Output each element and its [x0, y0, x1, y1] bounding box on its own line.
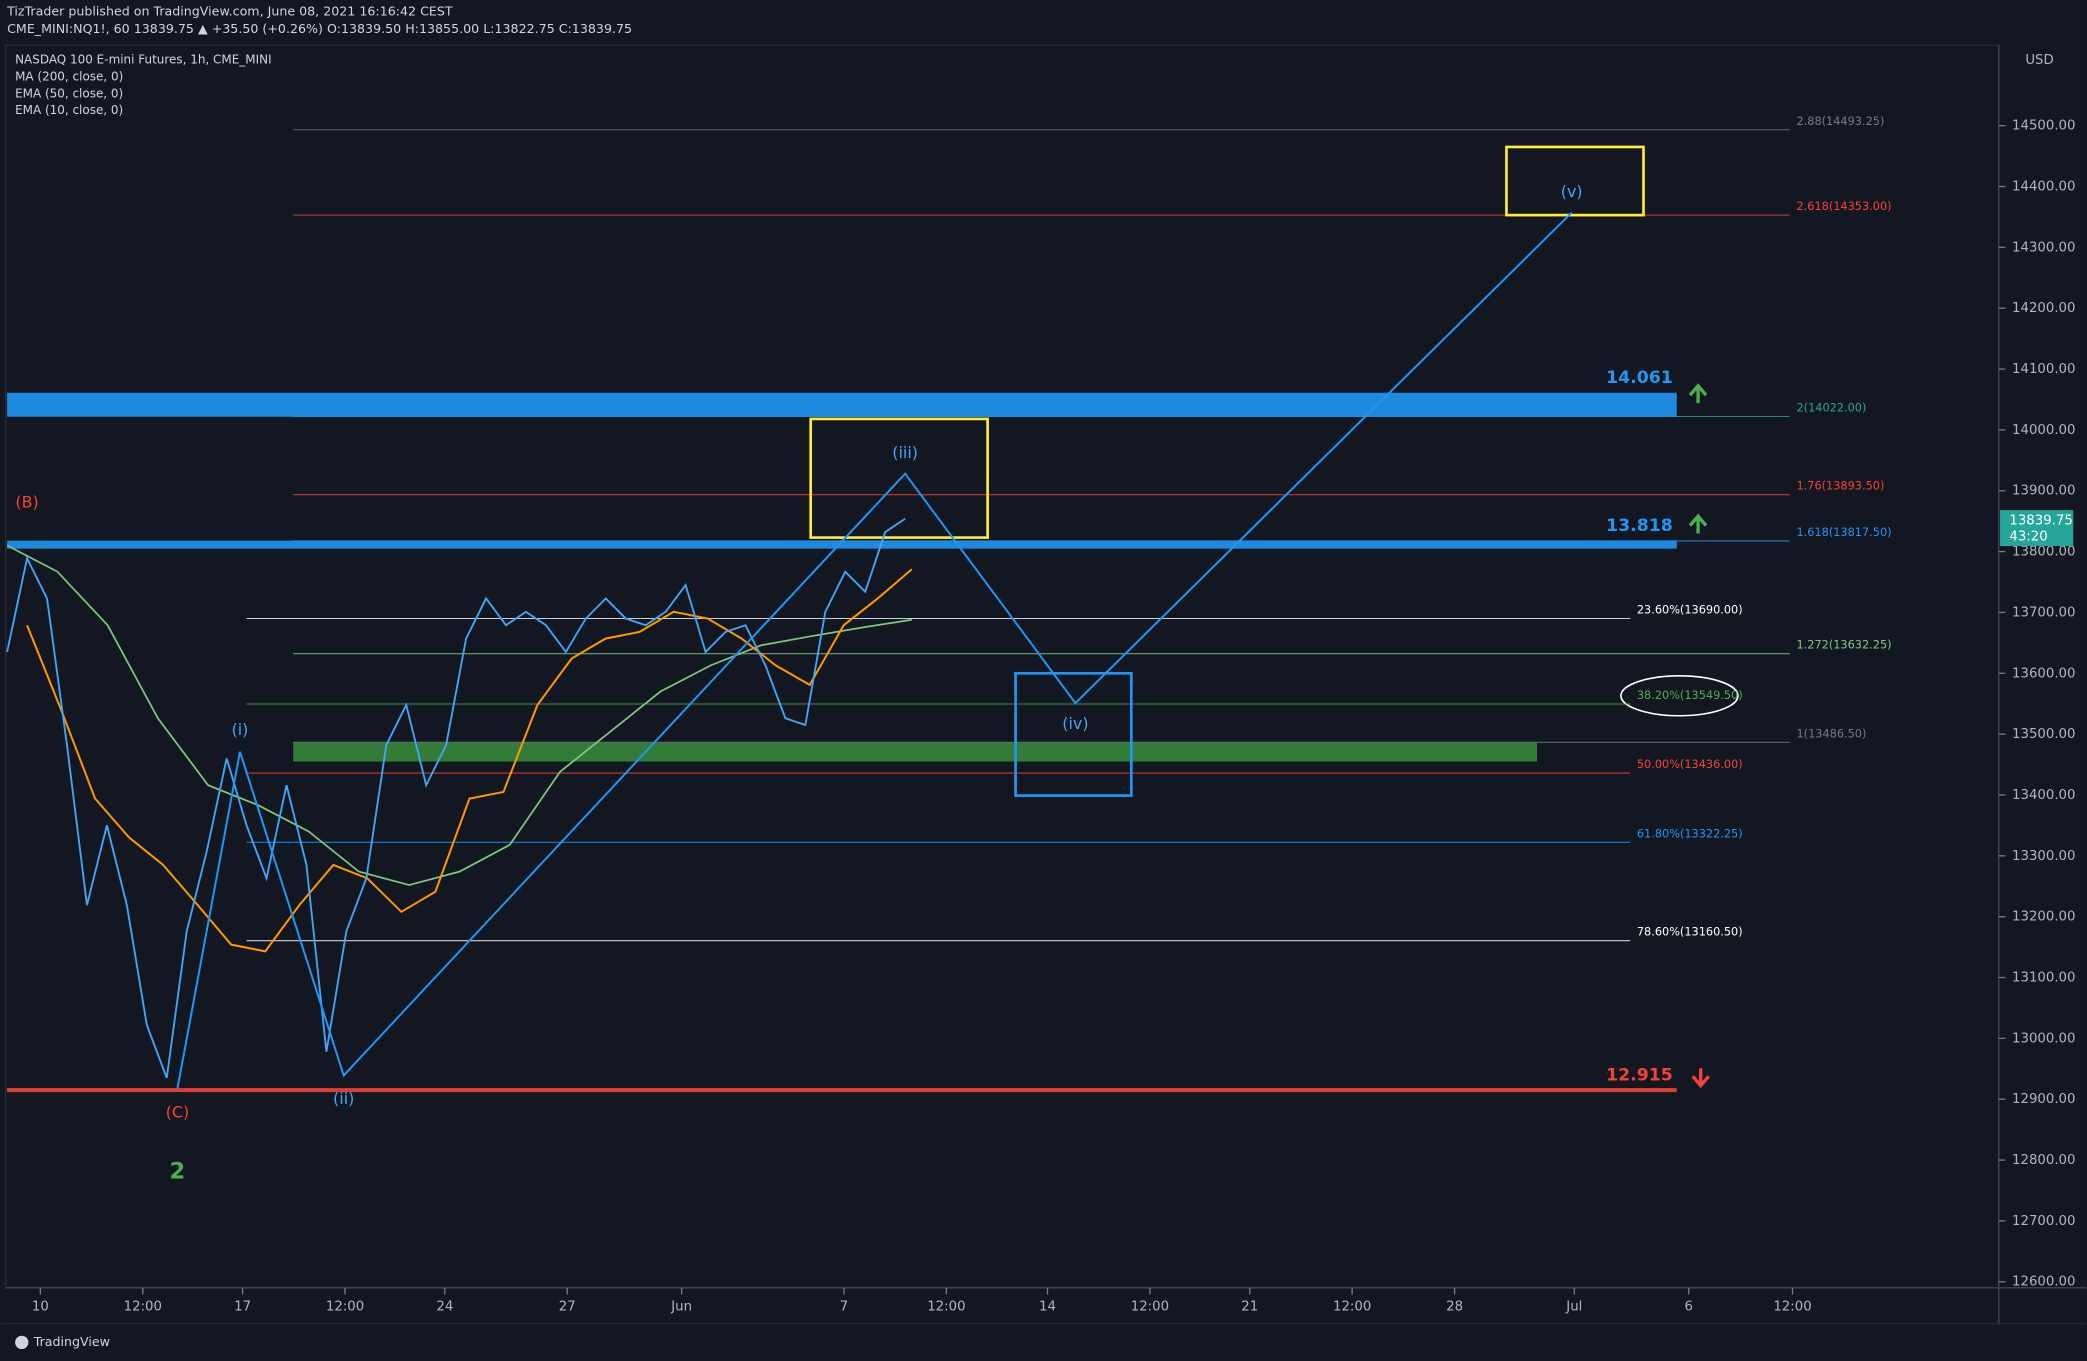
y-tick-label: 12700.00 [2012, 1214, 2075, 1229]
x-tick-label: 12:00 [1131, 1299, 1169, 1314]
y-tick-label: 12800.00 [2012, 1153, 2075, 1168]
fib-label: 1(13486.50) [1797, 727, 1867, 740]
wave-label: (C) [166, 1102, 190, 1121]
y-tick-label: 14200.00 [2012, 301, 2075, 316]
wave-label: (ii) [333, 1089, 354, 1108]
key-level [7, 1088, 1677, 1093]
y-tick-label: 14000.00 [2012, 423, 2075, 438]
fib-label: 23.60%(13690.00) [1637, 604, 1743, 617]
x-tick-label: 28 [1446, 1299, 1463, 1314]
price-tag [2000, 510, 2074, 547]
x-tick-label: Jun [670, 1299, 692, 1314]
y-tick-label: 13700.00 [2012, 605, 2075, 620]
x-tick-label: Jul [1565, 1299, 1582, 1314]
legend-entry: EMA (50, close, 0) [15, 86, 123, 100]
footer-brand: TradingView [33, 1334, 110, 1349]
key-level-label: 14.061 [1606, 368, 1673, 388]
fib-label: 1.272(13632.25) [1797, 639, 1892, 652]
y-tick-label: 12900.00 [2012, 1092, 2075, 1107]
x-tick-label: 12:00 [1333, 1299, 1371, 1314]
x-tick-label: 10 [32, 1299, 49, 1314]
fib-label: 78.60%(13160.50) [1637, 926, 1743, 939]
y-tick-label: 13800.00 [2012, 545, 2075, 560]
fib-label: 50.00%(13436.00) [1637, 758, 1743, 771]
indicator-line [6, 544, 912, 886]
wave-box [1505, 145, 1645, 217]
x-tick-label: 12:00 [927, 1299, 965, 1314]
currency: USD [2025, 53, 2053, 68]
indicator-line [26, 568, 913, 953]
x-tick-label: 24 [436, 1299, 453, 1314]
fib-label: 2(14022.00) [1797, 402, 1867, 415]
price-tag-countdown: 43:20 [2009, 530, 2047, 545]
fib-label: 2.88(14493.25) [1797, 115, 1885, 128]
x-tick-label: 12:00 [124, 1299, 162, 1314]
x-tick-label: 6 [1685, 1299, 1693, 1314]
key-level-label: 12.915 [1606, 1065, 1673, 1085]
x-tick-label: 17 [234, 1299, 251, 1314]
fib-label: 61.80%(13322.25) [1637, 827, 1743, 840]
wave-count: 2 [170, 1159, 186, 1185]
y-tick-label: 13300.00 [2012, 849, 2075, 864]
x-tick-label: 12:00 [1773, 1299, 1811, 1314]
down-arrow [1691, 1068, 1710, 1089]
wave-label: (iv) [1062, 714, 1088, 733]
fib-label: 1.76(13893.50) [1797, 480, 1885, 493]
x-tick-label: 14 [1039, 1299, 1056, 1314]
symbol-line: CME_MINI:NQ1!, 60 13839.75 ▲ +35.50 (+0.… [7, 21, 632, 36]
highlight-ellipse [1620, 675, 1739, 717]
wave-path [176, 211, 1573, 1090]
y-tick-label: 14500.00 [2012, 119, 2075, 134]
y-tick-label: 13400.00 [2012, 788, 2075, 803]
price-tag-label: 13839.75 [2009, 514, 2072, 529]
x-tick-label: 7 [840, 1299, 848, 1314]
wave-box [809, 417, 989, 539]
up-arrow [1688, 513, 1708, 534]
logo [15, 1335, 29, 1350]
publisher: TizTrader published on TradingView.com, … [6, 3, 453, 18]
indicator-line [6, 517, 906, 1079]
x-tick-label: 21 [1241, 1299, 1258, 1314]
key-level-label: 13.818 [1606, 516, 1673, 536]
key-level [7, 540, 1677, 549]
x-tick-label: 27 [559, 1299, 576, 1314]
y-tick-label: 13500.00 [2012, 727, 2075, 742]
wave-label: (v) [1561, 182, 1583, 201]
wave-label: (iii) [892, 443, 918, 462]
y-tick-label: 14300.00 [2012, 240, 2075, 255]
y-tick-label: 14400.00 [2012, 180, 2075, 195]
legend-title: NASDAQ 100 E-mini Futures, 1h, CME_MINI [15, 52, 272, 66]
key-level [7, 392, 1677, 417]
fib-label: 2.618(14353.00) [1797, 200, 1892, 213]
y-tick-label: 13600.00 [2012, 666, 2075, 681]
fib-label: 1.618(13817.50) [1797, 526, 1892, 539]
y-tick-label: 13000.00 [2012, 1031, 2075, 1046]
y-tick-label: 13900.00 [2012, 484, 2075, 499]
legend-entry: MA (200, close, 0) [15, 70, 123, 84]
y-tick-label: 14100.00 [2012, 362, 2075, 377]
y-tick-label: 13200.00 [2012, 910, 2075, 925]
y-tick-label: 13100.00 [2012, 971, 2075, 986]
wave-label: (i) [231, 720, 248, 739]
wave-label: (B) [15, 493, 38, 512]
x-tick-label: 12:00 [326, 1299, 364, 1314]
wave-box [1014, 671, 1133, 797]
fib-label: 38.20%(13549.50) [1637, 689, 1743, 702]
up-arrow [1688, 383, 1708, 404]
support-zone [293, 742, 1538, 762]
y-tick-label: 12600.00 [2012, 1275, 2075, 1290]
legend-entry: EMA (10, close, 0) [15, 103, 123, 117]
